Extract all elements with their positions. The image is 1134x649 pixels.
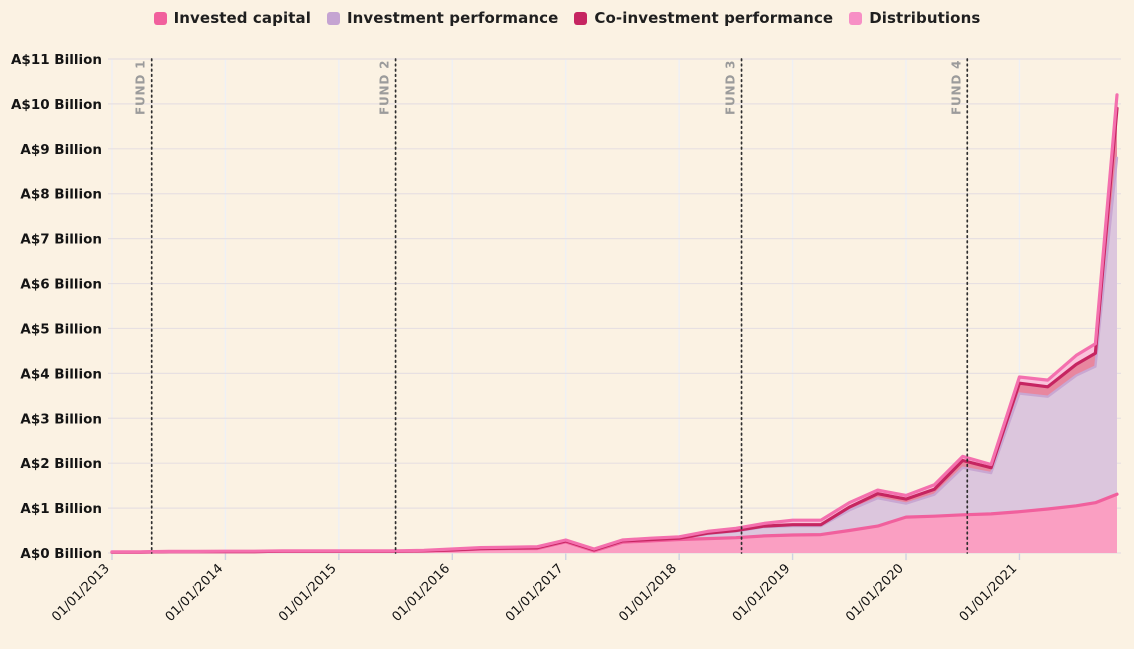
legend-label: Investment performance [346, 9, 559, 27]
legend-label: Invested capital [173, 9, 311, 27]
legend-item-0[interactable]: Invested capital [153, 9, 311, 27]
area-invested-capital [112, 494, 1117, 553]
chart-legend: Invested capital Investment performance Co… [0, 9, 1134, 27]
line-distributions [110, 93, 1119, 554]
x-tick-label: 01/01/2015 [276, 561, 340, 625]
fund-marker-label: FUND 4 [949, 60, 963, 115]
y-tick-label: A$6 Billion [20, 277, 102, 293]
legend-swatch-icon [574, 11, 588, 25]
legend-swatch-icon [153, 11, 167, 25]
y-tick-label: A$11 Billion [11, 52, 102, 68]
x-tick-label: 01/01/2018 [616, 561, 680, 625]
y-tick-label: A$2 Billion [20, 456, 102, 472]
x-tick-label: 01/01/2016 [390, 561, 454, 625]
y-tick-label: A$5 Billion [20, 321, 102, 337]
legend-swatch-icon [849, 11, 863, 25]
y-tick-label: A$0 Billion [20, 546, 102, 562]
chart-series [110, 93, 1119, 554]
area-investment-performance [112, 157, 1117, 553]
y-tick-label: A$7 Billion [20, 232, 102, 248]
legend-item-2[interactable]: Co-investment performance [574, 9, 833, 27]
x-tick-label: 01/01/2021 [957, 561, 1021, 625]
y-axis: A$0 Billion A$1 Billion A$2 Billion A$3 Bil… [11, 52, 1121, 562]
y-tick-label: A$3 Billion [20, 411, 102, 427]
legend-item-3[interactable]: Distributions [849, 9, 980, 27]
fund-marker-label: FUND 2 [378, 60, 392, 115]
legend-swatch-icon [326, 11, 340, 25]
x-tick-label: 01/01/2019 [730, 561, 794, 625]
x-tick-label: 01/01/2014 [163, 561, 227, 625]
x-tick-label: 01/01/2020 [843, 561, 907, 625]
y-tick-label: A$1 Billion [20, 501, 102, 517]
fund-marker-label: FUND 3 [724, 60, 738, 115]
y-tick-label: A$4 Billion [20, 366, 102, 382]
x-tick-label: 01/01/2017 [503, 561, 567, 625]
y-tick-label: A$10 Billion [11, 97, 102, 113]
legend-label: Co-investment performance [594, 9, 834, 27]
legend-label: Distributions [869, 9, 981, 27]
y-tick-label: A$9 Billion [20, 142, 102, 158]
fund-marker-label: FUND 1 [134, 60, 148, 115]
y-tick-label: A$8 Billion [20, 187, 102, 203]
legend-item-1[interactable]: Investment performance [326, 9, 559, 27]
x-tick-label: 01/01/2013 [49, 561, 113, 625]
fund-markers: FUND 1 FUND 2 FUND 3 FUND 4 [134, 58, 969, 554]
